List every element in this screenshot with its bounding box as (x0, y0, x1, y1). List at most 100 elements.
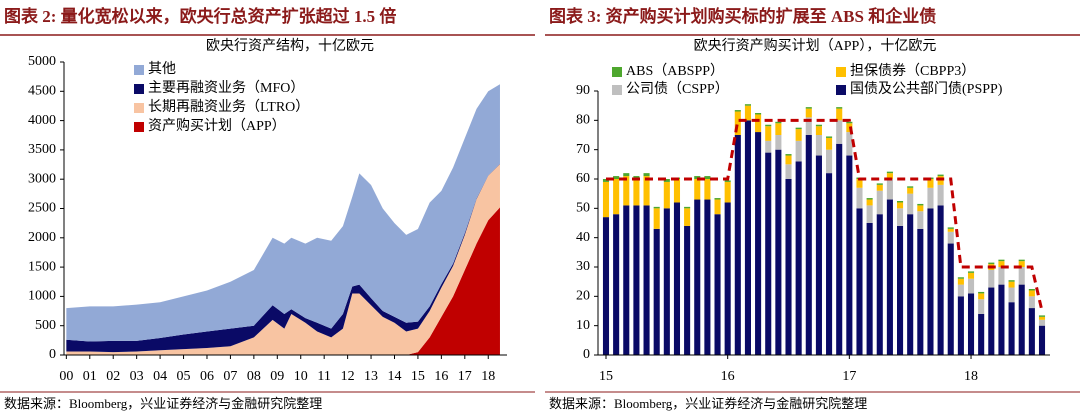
x-tick-label: 05 (177, 369, 191, 384)
bar (967, 293, 975, 355)
bar (765, 152, 772, 355)
x-tick-label: 07 (223, 369, 237, 384)
bar (947, 231, 954, 244)
bar (826, 136, 833, 138)
bar (724, 202, 731, 355)
bar (978, 293, 985, 300)
bar (643, 173, 650, 177)
bar (866, 223, 873, 355)
y-tick-label: 4500 (28, 84, 56, 99)
bar (856, 187, 863, 209)
bar (1038, 325, 1046, 355)
bar (1018, 261, 1025, 267)
bar (785, 154, 792, 156)
bar (602, 181, 610, 218)
x-tick-label: 02 (106, 369, 120, 384)
bar (673, 202, 681, 355)
bar (1008, 280, 1015, 282)
x-tick-label: 10 (294, 369, 308, 384)
bar (785, 164, 792, 179)
bar (734, 135, 741, 355)
x-tick-label: 14 (387, 369, 401, 384)
bar (623, 205, 630, 355)
bar (897, 225, 904, 355)
bar (704, 176, 711, 179)
bar (1028, 296, 1035, 309)
x-tick-label: 01 (83, 369, 97, 384)
bar (836, 108, 843, 121)
bar (907, 187, 914, 194)
bar (602, 217, 610, 355)
legend-swatch (134, 122, 144, 132)
bar (866, 205, 873, 223)
bar (978, 291, 985, 294)
bar (998, 267, 1005, 285)
bar (988, 262, 995, 265)
bar (907, 214, 914, 355)
bar (967, 278, 975, 294)
bar (1028, 308, 1035, 355)
bar (613, 176, 620, 179)
x-tick-label: 04 (153, 369, 167, 384)
bar (755, 132, 762, 355)
bar (907, 193, 914, 215)
bar (613, 179, 620, 215)
bar (775, 121, 782, 124)
y-tick-label: 1500 (28, 259, 56, 274)
y-tick-label: 0 (49, 347, 56, 362)
x-tick-label: 08 (247, 369, 261, 384)
bar (937, 174, 944, 177)
bar (897, 202, 904, 209)
bar (714, 199, 721, 215)
bar (876, 214, 883, 355)
bar (998, 284, 1005, 355)
legend-swatch (836, 67, 846, 77)
bar (836, 107, 843, 109)
bar (1028, 290, 1035, 297)
bar (734, 111, 741, 135)
legend-swatch (134, 84, 144, 94)
bar (633, 205, 640, 355)
bar (663, 181, 670, 209)
legend-label: 其他 (148, 61, 176, 77)
bar (744, 104, 751, 106)
chart-subtitle: 欧央行资产购买计划（APP），十亿欧元 (694, 38, 937, 54)
bar (927, 179, 934, 188)
legend-swatch (134, 103, 144, 113)
source: 数据来源：Bloomberg，兴业证券经济与金融研究院整理 (549, 396, 867, 411)
bar (805, 108, 812, 118)
bar (856, 179, 863, 188)
bar (795, 129, 802, 141)
chart-subtitle: 欧央行资产结构，十亿欧元 (206, 38, 374, 54)
bar (765, 140, 772, 153)
chart-title: 图表 3: 资产购买计划购买标的扩展至 ABS 和企业债 (549, 6, 936, 26)
bar (663, 208, 670, 355)
y-tick-label: 2500 (28, 201, 56, 216)
bar (1038, 315, 1046, 317)
y-tick-label: 90 (576, 83, 590, 98)
bar (653, 208, 660, 229)
bar (684, 206, 691, 209)
x-tick-label: 16 (721, 369, 735, 384)
y-tick-label: 2000 (28, 230, 56, 245)
bar (967, 272, 975, 279)
source: 数据来源：Bloomberg，兴业证券经济与金融研究院整理 (4, 396, 322, 411)
bar (907, 186, 914, 188)
bar (1018, 259, 1025, 262)
legend-swatch (612, 67, 622, 77)
bar (917, 203, 924, 206)
bar (673, 179, 681, 203)
bar (805, 117, 812, 135)
y-tick-label: 30 (576, 259, 590, 274)
bar (704, 199, 711, 355)
x-tick-label: 15 (599, 369, 613, 384)
x-tick-label: 11 (317, 369, 330, 384)
bar (775, 123, 782, 135)
bar (947, 243, 954, 355)
x-tick-label: 16 (434, 369, 448, 384)
bar (623, 176, 630, 206)
bar (724, 181, 731, 203)
legend-label: 担保债券（CBPP3） (850, 63, 975, 79)
legend-label: 国债及公共部门债(PSPP) (850, 81, 1003, 97)
